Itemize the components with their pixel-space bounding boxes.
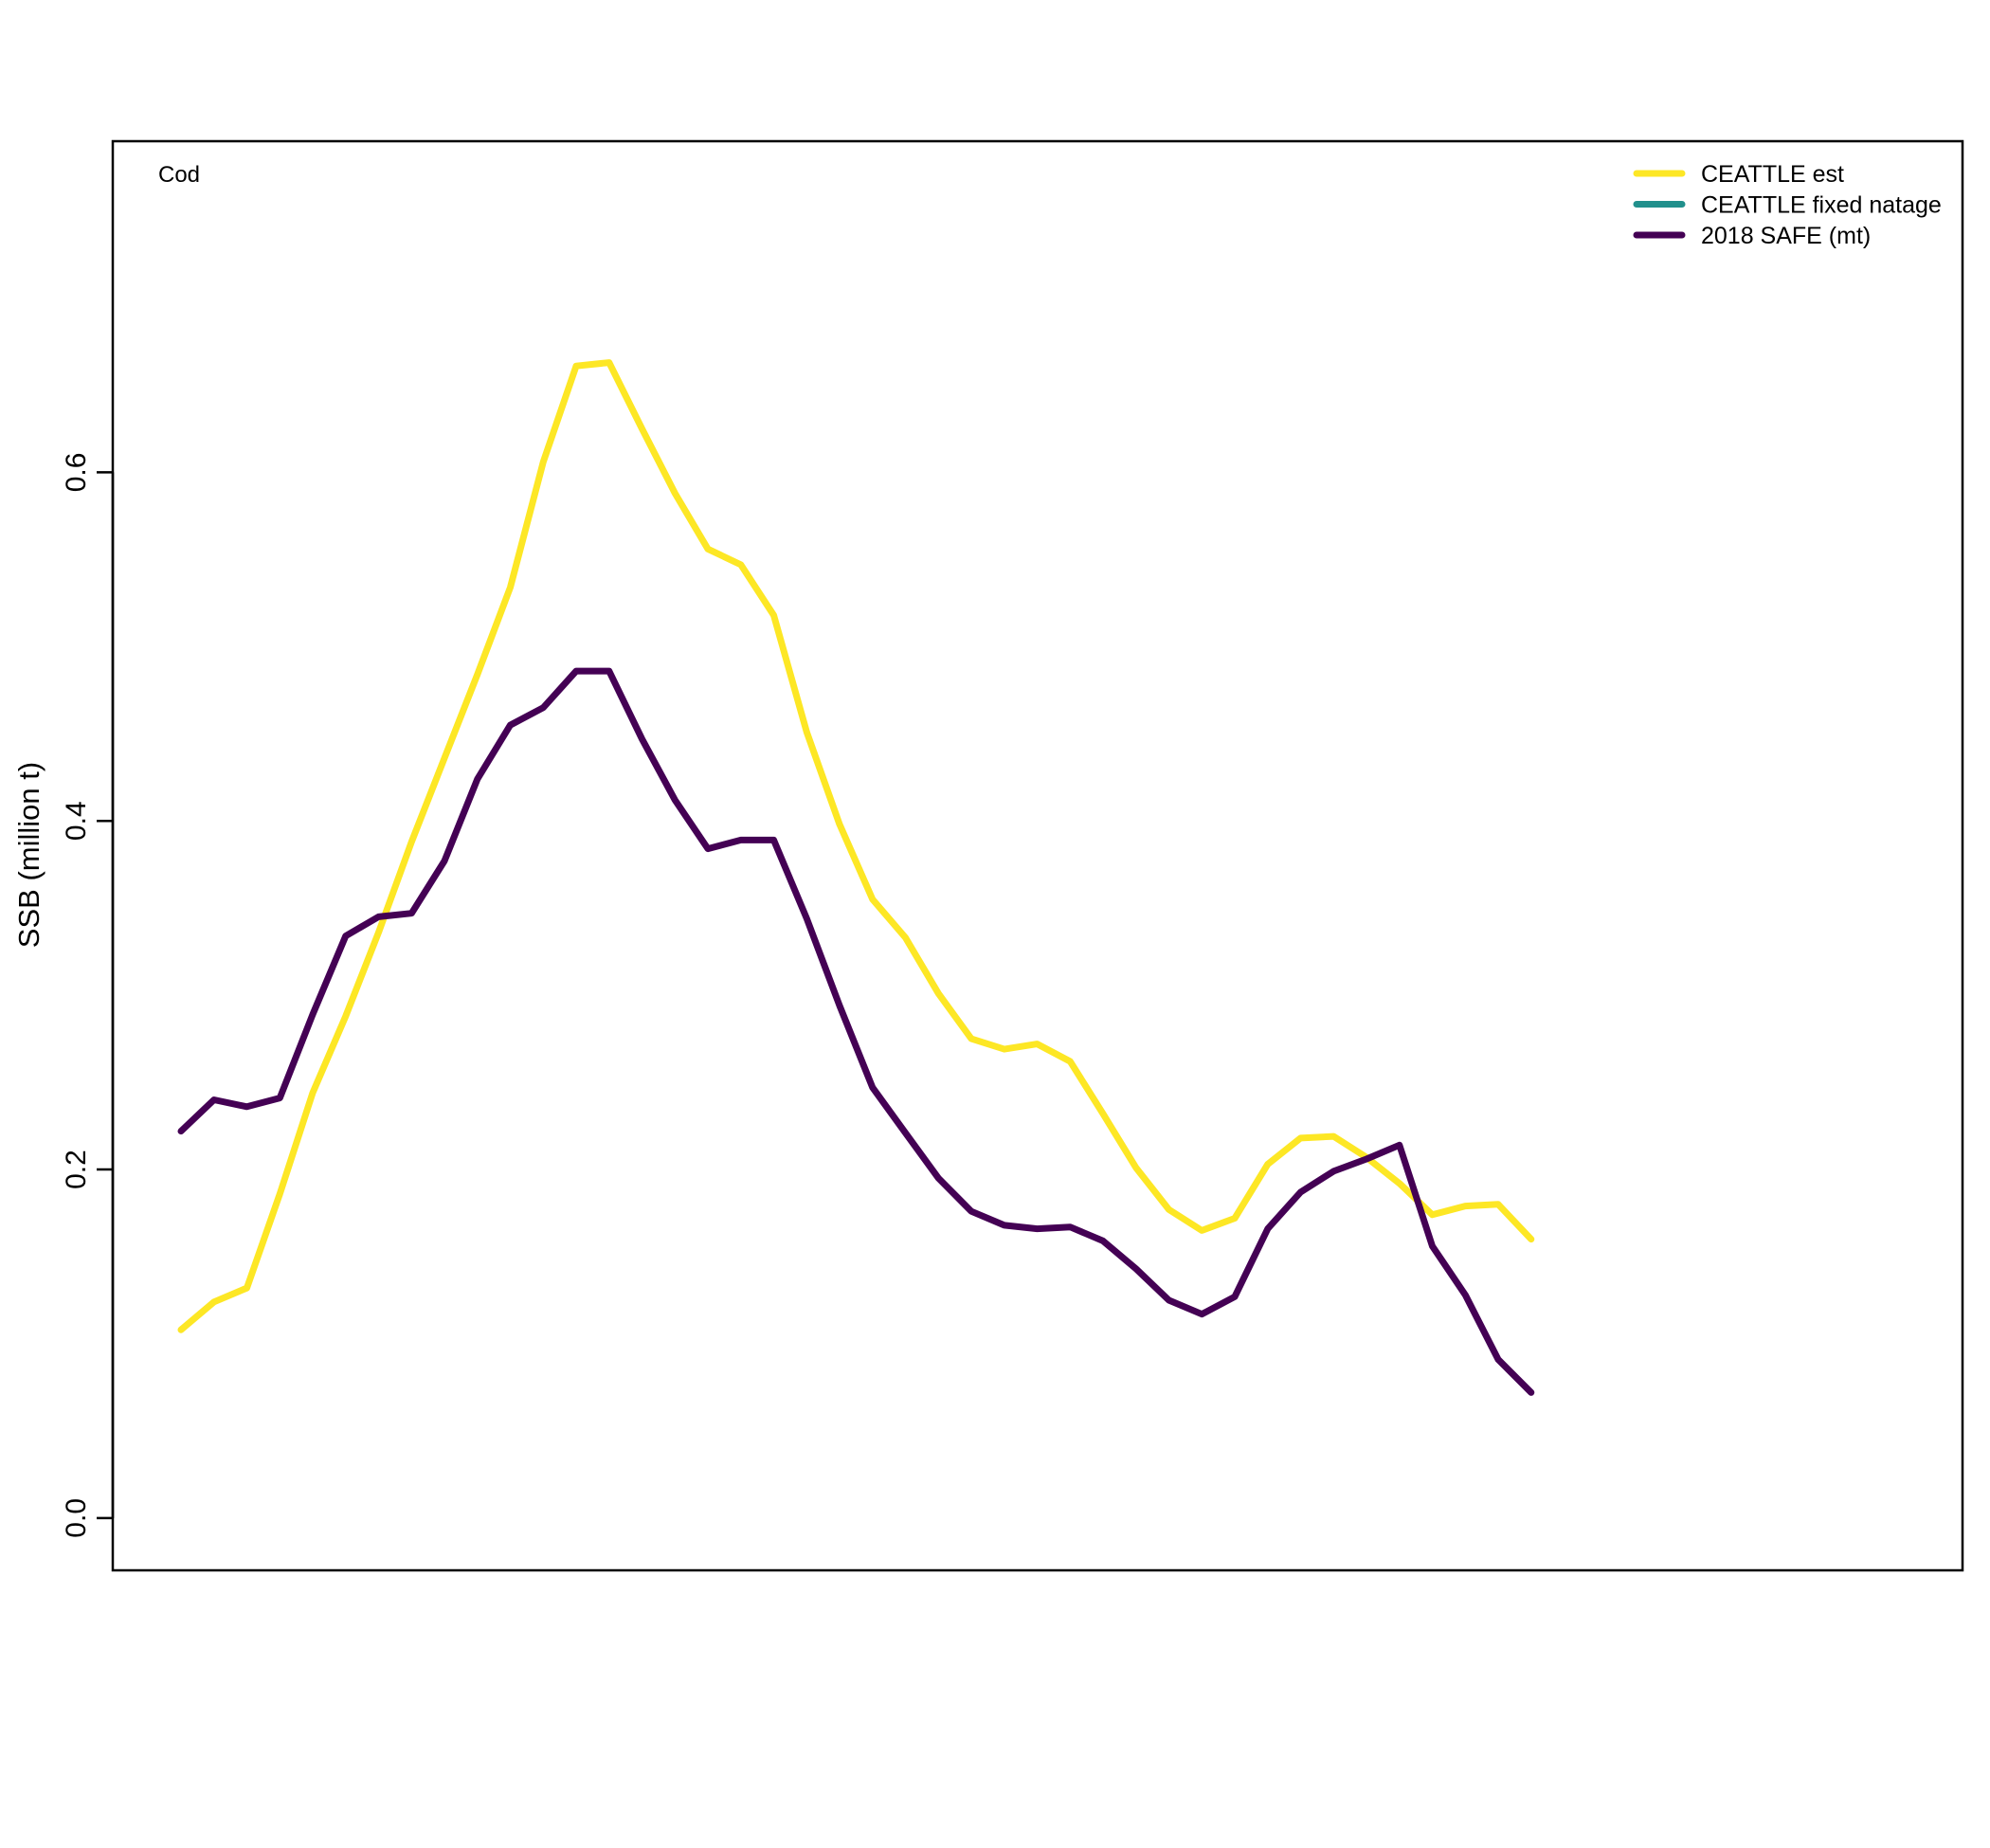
plot-frame [111, 139, 1964, 1572]
series-line-2 [177, 667, 1535, 1396]
y-axis-label: SSB (million t) [12, 762, 45, 948]
y-tick-label-1: 0.2 [61, 1150, 92, 1189]
y-tick-label-2: 0.4 [61, 801, 92, 841]
legend-label-0: CEATTLE est [1701, 161, 1844, 188]
y-tick-label-0: 0.0 [61, 1498, 92, 1538]
y-tick-label-3: 0.6 [61, 453, 92, 493]
legend-label-1: CEATTLE fixed natage [1701, 192, 1942, 219]
panel-label: Cod [158, 162, 200, 188]
series-line-0 [177, 359, 1535, 1333]
y-axis: 0.0 0.2 0.4 0.6 [61, 453, 115, 1538]
series-layer [177, 359, 1535, 1396]
legend-label-2: 2018 SAFE (mt) [1701, 223, 1871, 249]
legend: CEATTLE est CEATTLE fixed natage 2018 SAFE… [1633, 161, 1942, 249]
